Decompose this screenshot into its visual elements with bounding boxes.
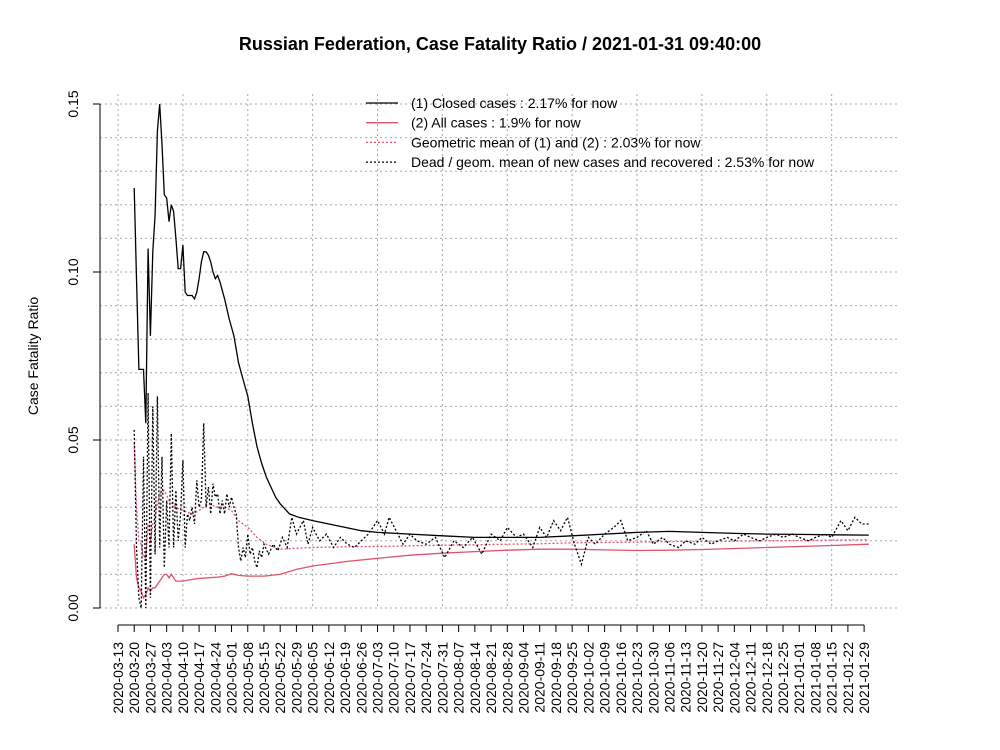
legend-label: (1) Closed cases : 2.17% for now [411,95,618,111]
x-tick-label: 2020-08-21 [483,642,499,714]
x-tick-label: 2020-07-31 [434,642,450,714]
x-tick-label: 2020-08-07 [451,642,467,714]
x-tick-label: 2020-06-12 [321,642,337,714]
x-tick-label: 2021-01-01 [791,642,807,714]
x-tick-label: 2020-12-04 [726,642,742,714]
y-tick-label: 0.05 [65,426,81,453]
series-layer [133,103,869,609]
x-tick-label: 2020-11-13 [678,642,694,713]
x-tick-label: 2020-11-27 [710,642,726,713]
grid [100,94,898,609]
x-tick-label: 2020-12-25 [775,642,791,714]
x-tick-label: 2020-10-09 [597,642,613,714]
series-line [133,103,869,539]
x-tick-label: 2020-06-05 [305,642,321,714]
x-tick-label: 2020-07-24 [418,642,434,714]
x-tick-label: 2020-10-30 [645,642,661,714]
legend: (1) Closed cases : 2.17% for now (2) All … [366,95,815,170]
x-tick-label: 2020-05-22 [272,642,288,714]
x-tick-label: 2020-05-01 [224,642,240,714]
x-tick-label: 2021-01-08 [807,642,823,714]
x-tick-label: 2020-03-20 [126,642,142,714]
x-tick-label: 2020-09-11 [532,642,548,713]
x-tick-label: 2020-11-06 [661,642,677,713]
x-tick-label: 2020-09-18 [548,642,564,714]
y-tick-label: 0.00 [65,594,81,621]
x-tick-label: 2020-05-15 [256,642,272,714]
y-tick-label: 0.15 [65,90,81,117]
x-tick-label: 2020-08-28 [499,642,515,714]
x-tick-label: 2020-10-02 [580,642,596,714]
x-tick-label: 2021-01-29 [856,642,872,714]
x-tick-label: 2020-04-10 [175,642,191,714]
x-tick-label: 2020-04-17 [191,642,207,714]
x-tick-label: 2021-01-15 [824,642,840,714]
x-tick-label: 2020-04-24 [207,642,223,714]
x-tick-label: 2020-07-10 [386,642,402,714]
x-tick-label: 2020-10-23 [629,642,645,714]
y-tick-label: 0.10 [65,258,81,285]
x-tick-label: 2020-11-20 [694,642,710,713]
x-tick-label: 2020-09-25 [564,642,580,714]
series-line [133,543,869,600]
series-line [133,392,869,609]
x-tick-label: 2020-04-03 [159,642,175,714]
x-tick-label: 2020-12-11 [743,642,759,713]
x-tick-label: 2020-06-19 [337,642,353,714]
x-tick-label: 2020-07-17 [402,642,418,714]
x-tick-label: 2020-12-18 [759,642,775,714]
x-tick-label: 2020-09-04 [516,642,532,714]
x-tick-label: 2020-08-14 [467,642,483,714]
x-tick-label: 2020-03-27 [142,642,158,714]
x-tick-label: 2020-03-13 [110,642,126,714]
x-tick-label: 2020-06-26 [353,642,369,714]
legend-label: (2) All cases : 1.9% for now [411,115,582,131]
x-tick-label: 2020-07-03 [370,642,386,714]
x-tick-label: 2021-01-22 [840,642,856,714]
x-tick-label: 2020-05-08 [240,642,256,714]
legend-label: Dead / geom. mean of new cases and recov… [411,154,815,170]
x-tick-label: 2020-05-29 [288,642,304,714]
series-line [133,443,869,559]
y-axis-label: Case Fatality Ratio [25,297,41,415]
x-tick-label: 2020-10-16 [613,642,629,714]
legend-label: Geometric mean of (1) and (2) : 2.03% fo… [411,134,701,150]
chart-title: Russian Federation, Case Fatality Ratio … [239,34,761,54]
